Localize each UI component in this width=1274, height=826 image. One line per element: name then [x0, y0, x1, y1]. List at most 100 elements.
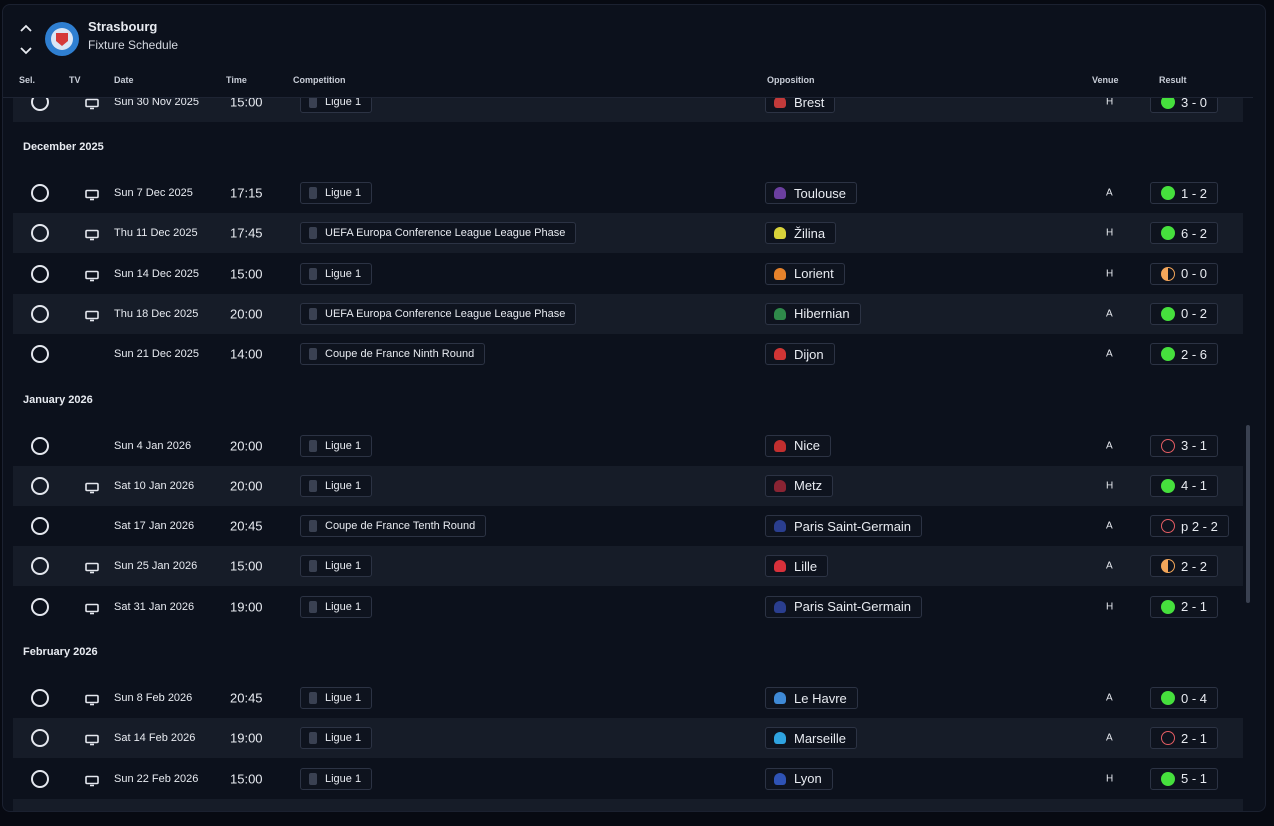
- result: 5 - 1: [1150, 767, 1219, 790]
- result: 6 - 2: [1150, 222, 1219, 245]
- time: 15:00: [230, 266, 263, 282]
- competition-name: Ligue 1: [325, 479, 362, 492]
- score: 5 - 1: [1181, 771, 1208, 787]
- select-toggle[interactable]: [31, 98, 49, 111]
- score: 0 - 0: [1181, 266, 1208, 282]
- opposition[interactable]: Nice: [765, 434, 832, 457]
- opposition[interactable]: Paris Saint-Germain: [765, 595, 923, 618]
- schedule-list: Sun 30 Nov 2025 15:00 Ligue 1 Brest H 3 - 0 De…: [3, 98, 1265, 811]
- opposition[interactable]: Lyon: [765, 767, 833, 790]
- venue: H: [1106, 601, 1114, 613]
- select-toggle[interactable]: [31, 264, 49, 283]
- competition: Ligue 1: [300, 687, 373, 709]
- select-toggle[interactable]: [31, 689, 49, 707]
- column-header[interactable]: Opposition: [767, 75, 815, 85]
- opposition[interactable]: Hibernian: [765, 302, 861, 325]
- select-toggle[interactable]: [31, 517, 49, 536]
- opposition[interactable]: Lille: [765, 555, 829, 578]
- select-toggle[interactable]: [31, 476, 49, 495]
- date: Sun 21 Dec 2025: [114, 348, 200, 361]
- opposition[interactable]: Metz: [765, 474, 834, 497]
- opposition[interactable]: Marseille: [765, 727, 858, 750]
- select-toggle[interactable]: [31, 597, 49, 616]
- competition: Ligue 1: [300, 595, 373, 618]
- competition-icon: [309, 600, 317, 613]
- competition-icon: [309, 732, 317, 745]
- result-indicator: [1161, 98, 1175, 109]
- competition-icon: [309, 227, 317, 240]
- select-toggle[interactable]: [31, 224, 49, 243]
- date: Thu 18 Dec 2025: [114, 307, 199, 320]
- club-icon: [774, 732, 786, 745]
- nav-arrows[interactable]: [19, 23, 33, 57]
- fixture-row[interactable]: Sun 21 Dec 2025 14:00 Coupe de France Nint…: [13, 334, 1243, 374]
- column-header[interactable]: TV: [69, 75, 81, 85]
- fixture-row[interactable]: Sun 25 Jan 2026 15:00 Ligue 1 Lille A 2 - 2: [13, 546, 1243, 587]
- tv-icon: [85, 308, 99, 322]
- select-toggle[interactable]: [31, 345, 49, 364]
- competition: Ligue 1: [300, 262, 373, 285]
- competition: Ligue 1: [300, 434, 373, 457]
- fixture-row[interactable]: Sun 4 Jan 2026 20:00 Ligue 1 Nice A 3 - 1: [13, 426, 1243, 466]
- opposition-name: Brest: [794, 98, 825, 110]
- column-header[interactable]: Venue: [1092, 75, 1119, 85]
- select-toggle[interactable]: [31, 729, 49, 748]
- date: Sat 10 Jan 2026: [114, 479, 195, 492]
- date: Sat 31 Jan 2026: [114, 600, 195, 613]
- time: 19:00: [230, 599, 263, 615]
- column-header[interactable]: Result: [1159, 75, 1187, 85]
- select-toggle[interactable]: [31, 184, 49, 202]
- opposition[interactable]: Paris Saint-Germain: [765, 515, 923, 538]
- opposition[interactable]: Lorient: [765, 262, 845, 285]
- column-header[interactable]: Date: [114, 75, 134, 85]
- opposition-name: Le Havre: [794, 690, 847, 706]
- club-icon: [774, 772, 786, 785]
- fixture-row[interactable]: Sat 10 Jan 2026 20:00 Ligue 1 Metz H 4 - 1: [13, 465, 1243, 506]
- fixture-row[interactable]: Sun 8 Feb 2026 20:45 Ligue 1 Le Havre A 0 - 4: [13, 678, 1243, 718]
- opposition[interactable]: Toulouse: [765, 182, 858, 204]
- competition: Coupe de France Tenth Round: [300, 515, 487, 538]
- result-indicator: [1161, 186, 1175, 200]
- tv-icon: [85, 98, 99, 110]
- fixture-row[interactable]: Thu 18 Dec 2025 20:00 UEFA Europa Conferen…: [13, 293, 1243, 334]
- time: 15:00: [230, 98, 263, 110]
- tv-icon: [85, 773, 99, 786]
- opposition[interactable]: Dijon: [765, 343, 835, 366]
- fixture-row[interactable]: Sat 17 Jan 2026 20:45 Coupe de France Tent…: [13, 506, 1243, 546]
- opposition[interactable]: Le Havre: [765, 687, 858, 709]
- opposition[interactable]: Brest: [765, 98, 836, 113]
- select-toggle[interactable]: [31, 436, 49, 455]
- select-toggle[interactable]: [31, 769, 49, 788]
- club-icon: [774, 307, 786, 320]
- result: 3 - 1: [1150, 434, 1219, 457]
- time: 19:00: [230, 730, 263, 746]
- select-toggle[interactable]: [31, 557, 49, 576]
- opposition[interactable]: Žilina: [765, 222, 837, 245]
- result: 2 - 2: [1150, 555, 1219, 578]
- fixture-row[interactable]: Sat 31 Jan 2026 19:00 Ligue 1 Paris Saint-G…: [13, 587, 1243, 627]
- club-icon: [774, 600, 786, 613]
- scrollbar[interactable]: [1246, 425, 1250, 603]
- competition-name: Ligue 1: [325, 772, 362, 785]
- fixture-row[interactable]: Sun 22 Feb 2026 15:00 Ligue 1 Lyon H 5 - 1: [13, 759, 1243, 799]
- venue: H: [1106, 773, 1114, 785]
- club-icon: [774, 187, 786, 199]
- select-toggle[interactable]: [31, 304, 49, 323]
- time: 20:45: [230, 518, 263, 534]
- result-indicator: [1161, 519, 1175, 534]
- fixture-row[interactable]: Sun 7 Dec 2025 17:15 Ligue 1 Toulouse A 1 - 2: [13, 173, 1243, 213]
- fixture-row[interactable]: Sat 14 Feb 2026 19:00 Ligue 1 Marseille A 2 -…: [13, 718, 1243, 759]
- column-header[interactable]: Sel.: [19, 75, 36, 85]
- result-indicator: [1161, 771, 1175, 786]
- time: 17:15: [230, 185, 263, 201]
- competition-name: Ligue 1: [325, 98, 362, 108]
- result: p 2 - 2: [1150, 515, 1229, 538]
- fixture-row[interactable]: Thu 11 Dec 2025 17:45 UEFA Europa Conferen…: [13, 213, 1243, 254]
- fixture-row[interactable]: Sun 14 Dec 2025 15:00 Ligue 1 Lorient H 0 - 0: [13, 254, 1243, 294]
- column-header[interactable]: Time: [226, 75, 247, 85]
- result-indicator: [1161, 266, 1175, 281]
- fixture-row[interactable]: Sun 30 Nov 2025 15:00 Ligue 1 Brest H 3 - 0: [13, 98, 1243, 122]
- column-header[interactable]: Competition: [293, 75, 346, 85]
- month-header: December 2025: [23, 141, 104, 153]
- competition-name: Ligue 1: [325, 439, 362, 452]
